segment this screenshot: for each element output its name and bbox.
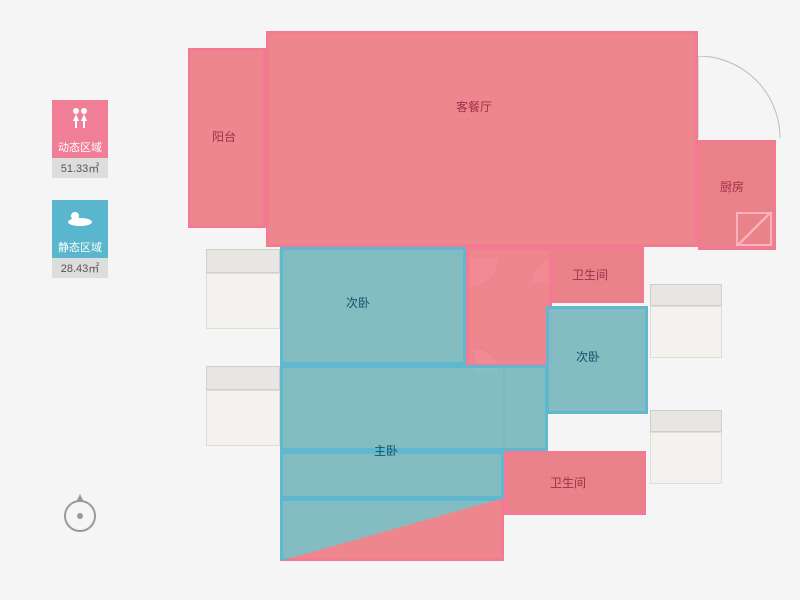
side-wall-r1 [650,284,722,306]
static-value: 28.43㎡ [52,258,108,278]
side-balcony-l2 [206,390,280,446]
zone-dynamic-corridor [466,247,552,367]
side-wall-l2 [206,366,280,390]
static-icon [52,200,108,236]
dynamic-icon [52,100,108,136]
side-wall-r2 [650,410,722,432]
zone-static-master [280,365,548,451]
floor-plan: 阳台 客餐厅 厨房 卫生间 次卧 次卧 主卧 卫生间 [188,28,788,580]
zone-static-master2 [280,451,504,499]
legend: 动态区域 51.33㎡ 静态区域 28.43㎡ [52,100,112,300]
zone-static-bed2a [280,247,466,365]
door-swing-kitchen [698,56,782,142]
side-wall-l1 [206,249,280,273]
legend-dynamic: 动态区域 51.33㎡ [52,100,108,178]
side-balcony-r1 [650,306,722,358]
dynamic-label: 动态区域 [52,136,108,158]
zone-dynamic-balcony [188,48,266,228]
side-balcony-r2 [650,432,722,484]
zone-dynamic-bath1 [552,247,644,303]
kitchen-window [736,212,772,246]
zone-dynamic-living [266,31,698,247]
dynamic-value: 51.33㎡ [52,158,108,178]
static-label: 静态区域 [52,236,108,258]
legend-static: 静态区域 28.43㎡ [52,200,108,278]
zone-static-bed2b [546,306,648,414]
compass-icon [62,488,98,539]
side-balcony-l1 [206,273,280,329]
zone-dynamic-bath2 [504,451,646,515]
